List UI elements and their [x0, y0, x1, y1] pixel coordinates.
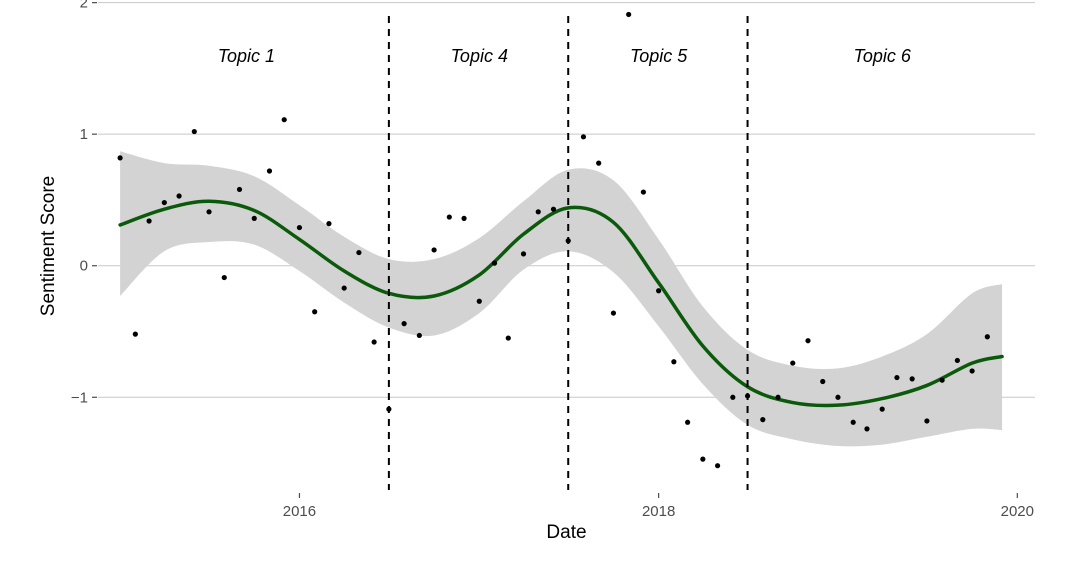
- confidence-band: [120, 151, 1003, 447]
- data-point-57: [969, 368, 975, 374]
- x-tick-label-1: 2018: [642, 503, 675, 520]
- data-point-8: [236, 186, 243, 193]
- data-point-43: [760, 417, 766, 423]
- topic-label-1: Topic 4: [451, 46, 508, 66]
- data-point-51: [879, 406, 885, 412]
- x-tick-label-2: 2020: [1001, 503, 1034, 520]
- data-point-53: [909, 376, 915, 382]
- topic-breaks: [387, 16, 749, 490]
- data-point-20: [416, 332, 422, 339]
- data-point-2: [146, 218, 152, 224]
- data-point-11: [281, 117, 287, 123]
- y-tick-label-2: 1: [80, 126, 88, 143]
- data-point-27: [520, 251, 527, 257]
- data-point-19: [401, 321, 407, 327]
- data-point-34: [626, 11, 632, 18]
- data-point-50: [864, 426, 870, 432]
- data-point-39: [700, 456, 706, 462]
- data-point-46: [805, 338, 811, 344]
- data-point-32: [596, 160, 602, 166]
- data-point-36: [656, 288, 662, 294]
- topic-label-3: Topic 6: [854, 46, 912, 66]
- x-axis-title: Date: [546, 522, 586, 543]
- y-axis-title: Sentiment Score: [38, 176, 59, 316]
- data-point-4: [176, 193, 182, 199]
- data-point-31: [580, 134, 587, 140]
- data-point-24: [476, 298, 482, 304]
- data-point-33: [610, 310, 617, 316]
- topic-labels: Topic 1 Topic 4 Topic 5 Topic 6: [218, 46, 912, 66]
- data-point-5: [191, 128, 197, 135]
- data-point-40: [714, 463, 721, 469]
- x-tick-label-0: 2016: [283, 503, 316, 520]
- data-point-29: [550, 206, 557, 212]
- data-point-23: [461, 215, 467, 221]
- data-point-1: [132, 331, 138, 337]
- smooth-line: [118, 199, 1004, 408]
- data-point-37: [671, 359, 677, 365]
- topic-label-2: Topic 5: [630, 46, 688, 66]
- data-point-26: [505, 335, 511, 341]
- confidence-ribbon: [120, 151, 1003, 447]
- data-point-28: [535, 209, 541, 215]
- data-point-17: [371, 339, 377, 345]
- data-point-15: [341, 285, 347, 291]
- smooth-line-layer: [118, 199, 1004, 408]
- data-point-22: [446, 214, 452, 220]
- data-point-16: [356, 249, 362, 256]
- data-point-21: [431, 247, 437, 253]
- data-point-49: [850, 419, 856, 425]
- data-point-48: [835, 394, 841, 400]
- data-point-6: [206, 209, 212, 215]
- data-point-35: [640, 189, 646, 195]
- data-point-12: [296, 224, 303, 231]
- data-point-44: [775, 394, 781, 400]
- y-tick-label-1: 0: [80, 258, 88, 275]
- data-point-0: [117, 155, 123, 161]
- data-point-25: [491, 260, 498, 266]
- data-point-47: [820, 378, 826, 385]
- data-point-45: [790, 360, 796, 366]
- data-point-41: [730, 394, 736, 400]
- data-point-55: [939, 377, 945, 383]
- y-axis: −1 0 1 2: [71, 0, 97, 406]
- data-point-52: [894, 374, 900, 381]
- data-point-56: [954, 357, 960, 364]
- data-point-13: [312, 309, 318, 315]
- topic-label-0: Topic 1: [218, 46, 275, 66]
- data-point-7: [221, 274, 227, 281]
- data-point-3: [161, 199, 167, 206]
- data-point-9: [251, 215, 257, 221]
- data-point-14: [326, 221, 332, 227]
- data-points: [117, 11, 990, 469]
- data-point-58: [984, 334, 990, 340]
- y-tick-label-3: 2: [80, 0, 88, 12]
- data-point-54: [924, 418, 930, 424]
- y-tick-label-0: −1: [71, 389, 88, 406]
- x-axis: 2016 2018 2020: [283, 493, 1034, 520]
- data-point-38: [685, 419, 691, 425]
- data-point-10: [266, 168, 273, 174]
